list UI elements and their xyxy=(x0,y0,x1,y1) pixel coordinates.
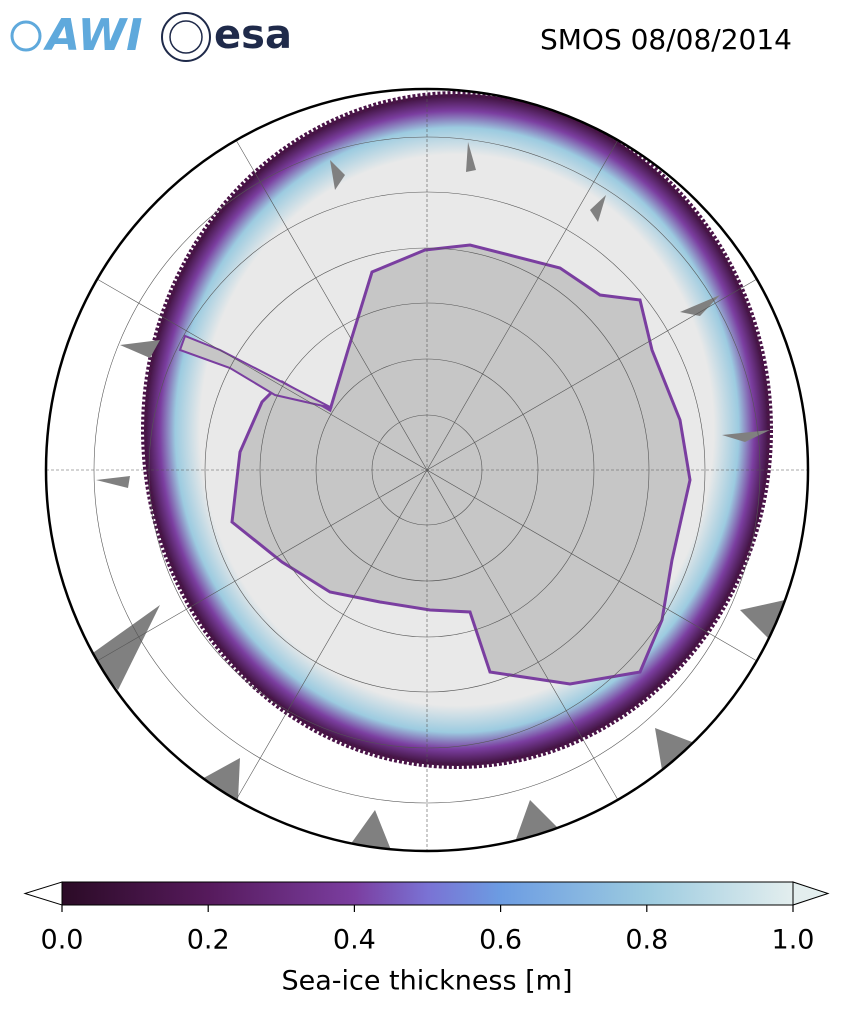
colorbar-tick-label: 0.6 xyxy=(479,925,522,956)
logo-text: AWI xyxy=(43,10,143,61)
colorbar-tick-label: 0.4 xyxy=(333,925,376,956)
map-frame xyxy=(44,87,810,853)
logo-text: esa xyxy=(214,12,292,58)
awi-logo: AWI xyxy=(10,10,143,61)
land-fragments xyxy=(90,142,785,851)
colorbar-tick-label: 0.2 xyxy=(187,925,230,956)
colorbar-over xyxy=(792,881,830,906)
colorbar-label: Sea-ice thickness [m] xyxy=(281,966,572,997)
colorbar-tick-label: 0.8 xyxy=(625,925,668,956)
colorbar-tick-label: 1.0 xyxy=(772,925,815,956)
colorbar xyxy=(23,881,830,906)
colorbar-under xyxy=(23,881,63,906)
peninsula xyxy=(178,334,333,409)
map xyxy=(46,89,808,851)
colorbar-tick-label: 0.0 xyxy=(41,925,84,956)
esa-logo: esa xyxy=(161,12,292,62)
map-title: SMOS 08/08/2014 xyxy=(540,23,792,56)
graticule xyxy=(46,89,808,851)
colorbar-gradient xyxy=(61,881,794,906)
